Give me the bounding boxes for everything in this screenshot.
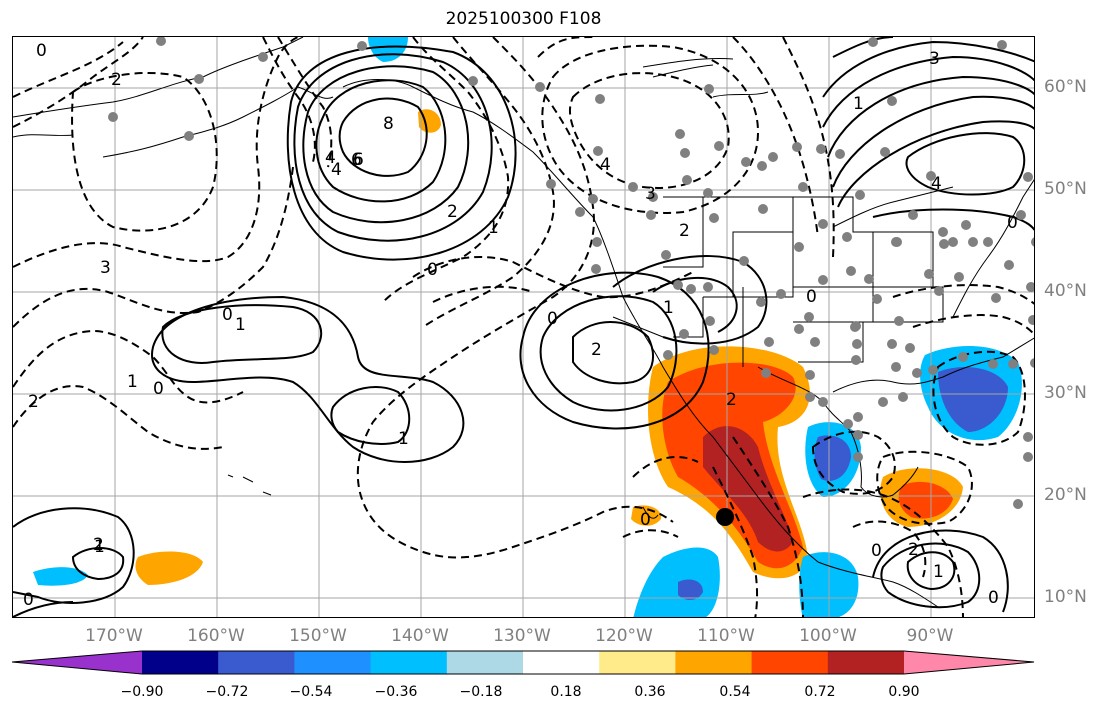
highlight-marker: [716, 508, 734, 526]
contour-label-2e: 2: [679, 221, 690, 241]
colorbar-tick: 0.54: [719, 684, 751, 700]
contour-label-2d: 2: [93, 535, 104, 555]
colorbar-tick: 0.72: [804, 684, 836, 700]
colorbar-segment: [827, 651, 905, 674]
colorbar-tick: −0.18: [459, 684, 503, 700]
colorbar-segment: [218, 651, 295, 674]
colorbar-segment: [370, 651, 448, 674]
contour-label-0d: 0: [36, 41, 47, 61]
contour-label-6b: 6: [351, 150, 362, 170]
contour-label-4b: 4: [600, 155, 611, 175]
contour-label-2c: 2: [111, 70, 122, 90]
contour-label-1h: 1: [94, 537, 105, 557]
colorbar-segment: [142, 651, 219, 674]
contour-label-2b: 2: [28, 392, 39, 412]
contour-label-1e: 1: [853, 94, 864, 114]
contour-label-4c: 4: [931, 174, 942, 194]
contour-label-0h: 0: [871, 541, 882, 561]
contour-label-1a: 1: [488, 218, 499, 238]
contour-label-3: 3: [100, 258, 111, 278]
lon-label-100w: 100°W: [799, 626, 857, 646]
colorbar-segment: [523, 651, 600, 674]
contour-label-2h: 2: [726, 390, 737, 410]
colorbar-tick: −0.54: [289, 684, 333, 700]
lat-label-20n: 20°N: [1044, 485, 1087, 505]
contour-label-2g: 2: [908, 540, 919, 560]
lon-label-170w: 170°W: [85, 626, 143, 646]
map-canvas: 8 6 4 2 1 0 1 0 1 3 2 0 2 0 2 4 3 2 0 1 …: [13, 37, 1034, 617]
contour-label-8: 8: [383, 114, 394, 134]
colorbar-tick: 0.90: [888, 684, 920, 700]
map-panel: 8 6 4 2 1 0 1 0 1 3 2 0 2 0 2 4 3 2 0 1 …: [12, 36, 1035, 618]
colorbar-tick: 0.36: [634, 684, 666, 700]
contour-label-4: 4: [331, 160, 342, 180]
colorbar-segment: [675, 651, 753, 674]
contour-label-1g: 1: [127, 372, 138, 392]
colorbar-extend-min: [12, 651, 142, 674]
lon-label-150w: 150°W: [289, 626, 347, 646]
lon-label-140w: 140°W: [391, 626, 449, 646]
lon-label-160w: 160°W: [187, 626, 245, 646]
contour-label-2f: 2: [591, 340, 602, 360]
colorbar-segment: [446, 651, 524, 674]
colorbar-segment: [294, 651, 372, 674]
negative-anomaly-shading: [33, 37, 1022, 617]
colorbar-tick: −0.90: [120, 684, 164, 700]
map-title: 2025100300 F108: [445, 9, 602, 29]
contour-label-4d: 4: [325, 148, 336, 168]
lat-label-10n: 10°N: [1044, 587, 1087, 607]
colorbar-segment: [599, 651, 676, 674]
colorbar-tick: 0.18: [550, 684, 582, 700]
contour-label-0c: 0: [153, 379, 164, 399]
contour-labels: 8 6 4 2 1 0 1 0 1 3 2 0 2 0 2 4 3 2 0 1 …: [23, 41, 1018, 610]
contour-label-0i: 0: [23, 590, 34, 610]
contour-label-0k: 0: [988, 588, 999, 608]
contour-label-0j: 0: [640, 510, 651, 530]
contour-label-0f: 0: [806, 287, 817, 307]
graticule: [13, 37, 1034, 617]
lon-label-90w: 90°W: [906, 626, 954, 646]
contour-label-6: 6: [353, 150, 364, 170]
contour-label-2a: 2: [447, 202, 458, 222]
lon-label-110w: 110°W: [697, 626, 755, 646]
contour-label-1c: 1: [398, 429, 409, 449]
solid-contours: [13, 37, 1034, 617]
lat-label-40n: 40°N: [1044, 281, 1087, 301]
colorbar-tick: −0.72: [205, 684, 249, 700]
contour-label-1b: 1: [235, 315, 246, 335]
contour-label-0g: 0: [1007, 213, 1018, 233]
colorbar-tick: −0.36: [374, 684, 418, 700]
contour-label-1f: 1: [933, 562, 944, 582]
lat-label-50n: 50°N: [1044, 179, 1087, 199]
contour-label-0e: 0: [547, 309, 558, 329]
colorbar: [12, 650, 1035, 675]
lat-label-60n: 60°N: [1044, 77, 1087, 97]
contour-label-1d: 1: [663, 298, 674, 318]
lon-label-120w: 120°W: [595, 626, 653, 646]
colorbar-outline: [12, 650, 1035, 675]
colorbar-segment: [751, 651, 829, 674]
contour-label-3c: 3: [929, 49, 940, 69]
station-markers: [108, 37, 1034, 509]
contour-label-0b: 0: [222, 305, 233, 325]
contour-label-0a: 0: [427, 260, 438, 280]
lat-label-30n: 30°N: [1044, 383, 1087, 403]
lon-label-130w: 130°W: [493, 626, 551, 646]
contour-label-3b: 3: [645, 184, 656, 204]
colorbar-extend-max: [904, 651, 1034, 674]
